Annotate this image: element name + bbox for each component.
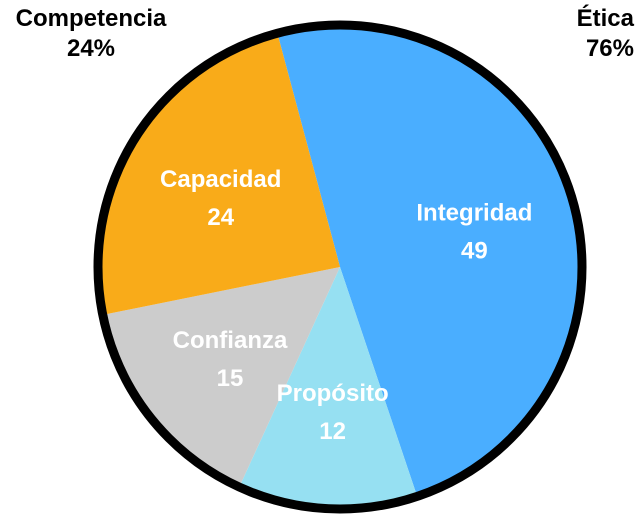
slice-label-value: 24 <box>207 204 234 231</box>
pie-slice-proposito <box>239 267 418 509</box>
group-label-etica: Ética 76% <box>577 4 634 64</box>
slice-label-name: Integridad <box>416 199 532 226</box>
slice-label-name: Confianza <box>173 327 288 354</box>
group-name: Ética <box>576 5 634 32</box>
slice-label-name: Capacidad <box>160 166 281 193</box>
pie-slice-confianza <box>102 267 340 488</box>
group-percent: 24% <box>66 35 116 62</box>
group-percent: 76% <box>585 35 634 62</box>
slice-label-value: 12 <box>319 418 346 445</box>
slice-label-value: 49 <box>461 237 488 264</box>
slice-label-value: 15 <box>217 365 244 392</box>
group-name: Competencia <box>15 5 167 32</box>
slice-label-name: Propósito <box>277 380 389 407</box>
slice-labels: Integridad 49 Propósito 12 Confianza 15 Capaci… <box>160 166 532 445</box>
pie-outline <box>93 20 587 514</box>
pie-slice-capacidad <box>98 33 340 315</box>
group-label-competencia: Competencia 24% <box>6 4 176 64</box>
pie-slice-integridad <box>277 25 582 497</box>
